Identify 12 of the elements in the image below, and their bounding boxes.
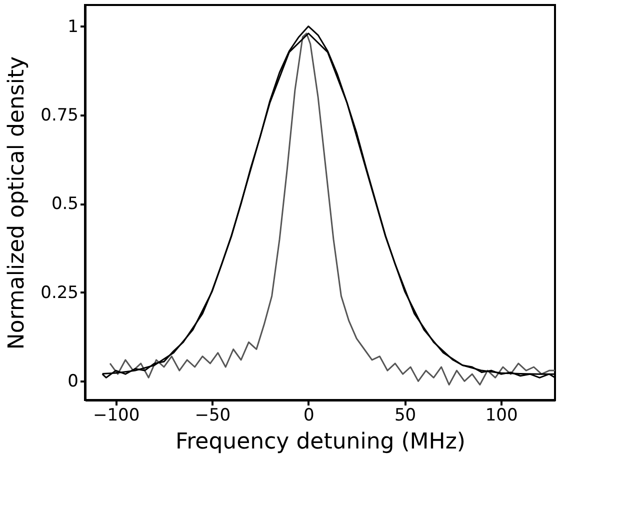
x-tick-label: 100 (485, 406, 518, 426)
y-tick-label: 0.25 (40, 282, 78, 303)
y-tick-label: 0.75 (40, 106, 78, 126)
x-tick-label: −50 (194, 406, 231, 426)
x-axis-title: Frequency detuning (MHz) (176, 430, 466, 454)
y-tick-label: 1 (68, 16, 78, 37)
y-tick-label: 0.5 (51, 194, 78, 214)
x-tick-label: 0 (304, 406, 314, 426)
x-tick-label: 50 (394, 406, 416, 426)
y-axis-title: Normalized optical density (4, 56, 30, 350)
x-tick-label: −100 (92, 406, 140, 426)
y-tick-label: 0 (68, 372, 78, 392)
